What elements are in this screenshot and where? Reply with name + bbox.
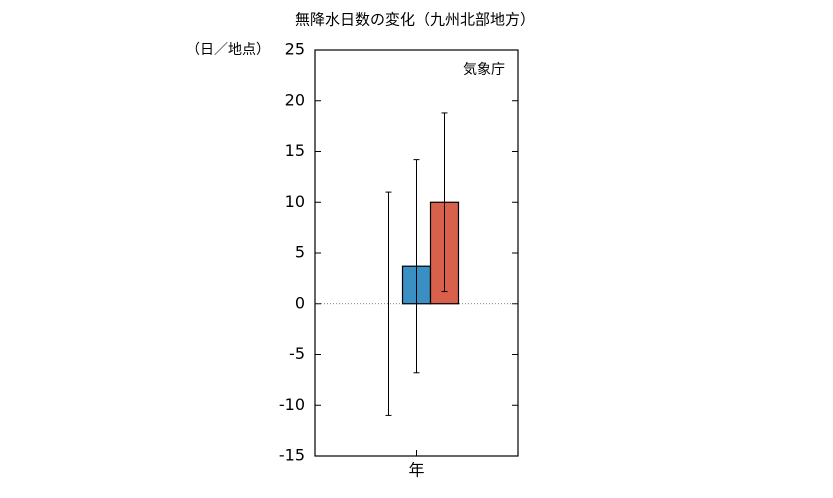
- y-tick-label: 0: [295, 293, 305, 312]
- plot-frame: [314, 49, 519, 457]
- y-tick-label: 5: [295, 243, 305, 262]
- y-tick-label: 20: [285, 90, 305, 109]
- y-tick-label: 10: [285, 192, 305, 211]
- y-tick-label: -15: [279, 446, 305, 465]
- y-tick-label: -5: [289, 344, 305, 363]
- y-axis-label: （日／地点）: [186, 42, 270, 58]
- y-tick-label: 25: [285, 40, 305, 59]
- annotation: 気象庁: [463, 62, 505, 78]
- y-tick-label: -10: [279, 395, 305, 414]
- chart-title: 無降水日数の変化（九州北部地方）: [295, 11, 535, 29]
- y-tick-label: 15: [285, 141, 305, 160]
- x-tick-label: 年: [408, 461, 424, 480]
